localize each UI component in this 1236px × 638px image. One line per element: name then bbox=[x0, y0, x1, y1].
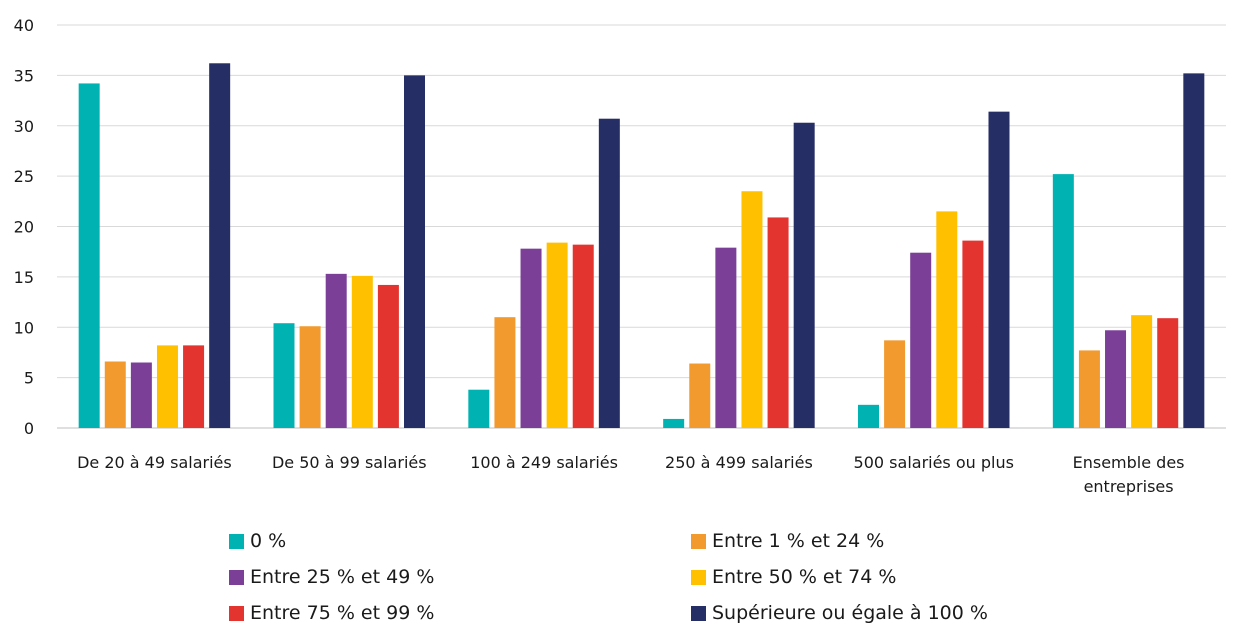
bar bbox=[130, 362, 152, 428]
x-tick-label: 250 à 499 salariés bbox=[665, 453, 813, 472]
bar bbox=[209, 63, 231, 428]
y-tick-label: 0 bbox=[24, 419, 34, 438]
legend-item: Entre 50 % et 74 % bbox=[691, 562, 896, 592]
x-tick-label: 100 à 249 salariés bbox=[470, 453, 618, 472]
bar bbox=[546, 242, 568, 428]
y-tick-label: 20 bbox=[14, 218, 34, 237]
legend-label: Entre 75 % et 99 % bbox=[250, 602, 435, 624]
legend-label: Supérieure ou égale à 100 % bbox=[712, 602, 988, 624]
y-tick-label: 10 bbox=[14, 318, 34, 337]
legend-item: 0 % bbox=[229, 526, 286, 556]
y-tick-label: 40 bbox=[14, 16, 34, 35]
bar bbox=[598, 118, 620, 428]
legend-item: Entre 75 % et 99 % bbox=[229, 598, 434, 628]
bar bbox=[183, 345, 205, 428]
y-axis-ticks: 0 5 10 15 20 25 30 35 40 bbox=[14, 16, 34, 438]
bar bbox=[404, 75, 425, 429]
bar bbox=[104, 361, 126, 428]
bar bbox=[663, 418, 685, 428]
legend-label: Entre 25 % et 49 % bbox=[250, 566, 435, 588]
x-axis-ticks: De 20 à 49 salariés De 50 à 99 salariés 10… bbox=[77, 453, 1184, 496]
legend-swatch bbox=[691, 569, 706, 585]
bar bbox=[715, 247, 737, 428]
bar bbox=[1105, 330, 1127, 428]
bar bbox=[377, 284, 399, 428]
bar bbox=[572, 244, 594, 428]
bar bbox=[884, 340, 906, 428]
legend-swatch bbox=[691, 605, 706, 621]
bar bbox=[962, 240, 984, 428]
bar bbox=[910, 252, 932, 428]
bar bbox=[741, 191, 763, 428]
bar bbox=[1131, 315, 1153, 428]
bar bbox=[858, 404, 879, 428]
bar bbox=[689, 363, 711, 428]
bar bbox=[520, 248, 542, 428]
legend-item: Entre 1 % et 24 % bbox=[691, 526, 884, 556]
gridlines bbox=[57, 24, 1226, 429]
bar bbox=[1183, 73, 1205, 429]
legend-swatch bbox=[229, 569, 244, 585]
bar bbox=[156, 345, 178, 428]
bar bbox=[325, 273, 347, 428]
bar bbox=[468, 389, 490, 428]
legend-swatch bbox=[229, 605, 244, 621]
bar bbox=[494, 317, 516, 428]
legend: 0 % Entre 1 % et 24 % Entre 25 % et 49 % En… bbox=[0, 526, 1236, 638]
legend-swatch bbox=[229, 533, 244, 549]
legend-item: Supérieure ou égale à 100 % bbox=[691, 598, 988, 628]
x-tick-label: Ensemble des entreprises bbox=[1073, 453, 1185, 496]
bar-chart: 0 5 10 15 20 25 30 35 40 De 20 à 49 salariés De 5… bbox=[14, 16, 1226, 496]
bar bbox=[793, 122, 815, 428]
bar bbox=[351, 275, 373, 428]
bar bbox=[767, 217, 789, 428]
x-tick-label: De 20 à 49 salariés bbox=[77, 453, 232, 472]
bar bbox=[988, 111, 1010, 429]
y-tick-label: 35 bbox=[14, 66, 34, 85]
bar bbox=[936, 211, 958, 428]
y-tick-label: 25 bbox=[14, 167, 34, 186]
x-tick-label: De 50 à 99 salariés bbox=[272, 453, 427, 472]
y-tick-label: 30 bbox=[14, 117, 34, 136]
bar bbox=[1078, 350, 1100, 428]
bar bbox=[299, 326, 321, 428]
bar bbox=[1052, 174, 1074, 428]
legend-item: Entre 25 % et 49 % bbox=[229, 562, 434, 592]
legend-label: 0 % bbox=[250, 530, 287, 552]
legend-swatch bbox=[691, 533, 706, 549]
y-tick-label: 5 bbox=[24, 369, 34, 388]
legend-label: Entre 1 % et 24 % bbox=[712, 530, 885, 552]
legend-label: Entre 50 % et 74 % bbox=[712, 566, 897, 588]
bars bbox=[78, 63, 1205, 429]
y-tick-label: 15 bbox=[14, 268, 34, 287]
x-tick-label: 500 salariés ou plus bbox=[854, 453, 1014, 472]
bar bbox=[78, 83, 100, 429]
bar bbox=[1157, 318, 1179, 428]
bar bbox=[273, 323, 295, 428]
